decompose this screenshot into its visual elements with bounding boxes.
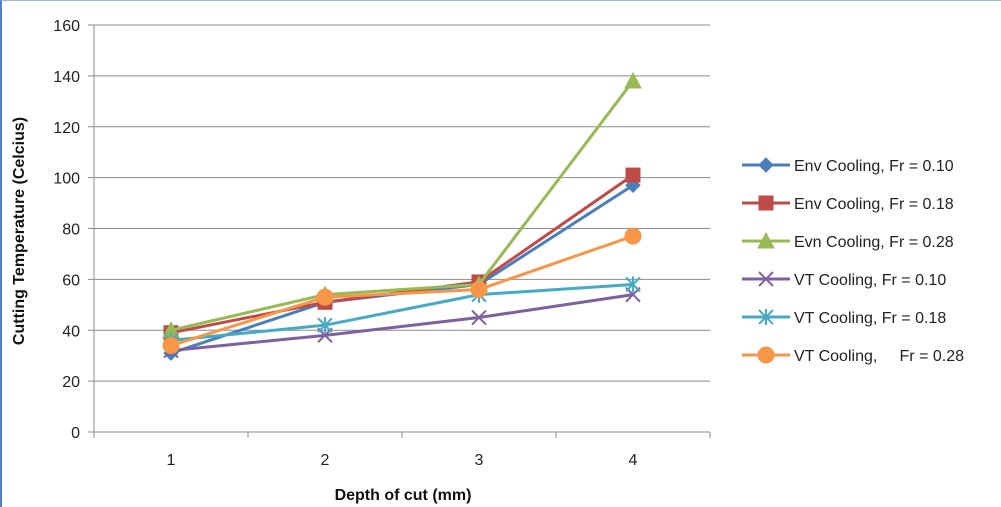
- x-axis-tick-labels: 1 2 3 4: [167, 452, 638, 469]
- legend-entry-2: Env Cooling, Fr = 0.18: [742, 195, 954, 213]
- data-point: [624, 227, 642, 245]
- y-axis-title: Cutting Temperature (Celcius): [11, 117, 28, 345]
- x-axis-title: Depth of cut (mm): [335, 487, 472, 504]
- axes: [88, 24, 711, 438]
- x-tick-label: 3: [475, 452, 484, 469]
- y-tick-label: 160: [53, 18, 80, 35]
- data-point: [625, 276, 641, 293]
- series-line: [170, 80, 635, 332]
- y-tick-label: 140: [53, 69, 80, 86]
- legend-entry-3: Evn Cooling, Fr = 0.28: [742, 231, 954, 251]
- data-point: [470, 281, 488, 299]
- data-point: [162, 337, 180, 355]
- legend-marker: [758, 157, 774, 173]
- x-tick-label: 2: [321, 452, 330, 469]
- series-4: [163, 286, 641, 359]
- series-lines: [162, 71, 642, 361]
- series-6: [162, 227, 642, 355]
- series-5: [163, 276, 641, 349]
- gridlines: [94, 24, 710, 382]
- data-point: [316, 288, 334, 306]
- legend-label: Env Cooling, Fr = 0.18: [794, 196, 954, 213]
- data-point: [624, 71, 642, 89]
- series-line: [170, 293, 634, 353]
- legend-entry-6: VT Cooling, Fr = 0.28: [742, 346, 964, 365]
- series-3: [162, 71, 642, 338]
- legend-marker: [758, 309, 774, 325]
- y-tick-label: 20: [62, 374, 80, 391]
- legend-marker: [757, 346, 775, 364]
- legend-marker: [758, 271, 774, 287]
- legend-marker: [757, 231, 775, 249]
- data-point: [625, 167, 641, 183]
- y-axis-tick-labels: 0 20 40 60 80 100 120 140 160: [53, 18, 80, 442]
- legend-entry-4: VT Cooling, Fr = 0.10: [742, 271, 946, 289]
- y-tick-label: 40: [62, 323, 80, 340]
- legend-entry-5: VT Cooling, Fr = 0.18: [742, 309, 946, 327]
- y-tick-label: 100: [53, 171, 80, 188]
- x-tick-label: 4: [629, 452, 638, 469]
- y-tick-label: 0: [71, 425, 80, 442]
- legend-entry-1: Env Cooling, Fr = 0.10: [742, 157, 954, 175]
- series-line: [170, 282, 634, 342]
- legend-label: VT Cooling, Fr = 0.18: [794, 310, 946, 327]
- legend-label: Evn Cooling, Fr = 0.28: [794, 234, 954, 251]
- series-line: [170, 234, 634, 347]
- y-tick-label: 60: [62, 272, 80, 289]
- legend-label: Env Cooling, Fr = 0.10: [794, 158, 954, 175]
- legend-label: VT Cooling, Fr = 0.28: [794, 348, 964, 365]
- x-tick-label: 1: [167, 452, 176, 469]
- legend-marker: [758, 195, 774, 211]
- data-point: [317, 317, 333, 334]
- y-tick-label: 120: [53, 120, 80, 137]
- legend: Env Cooling, Fr = 0.10 Env Cooling, Fr = …: [742, 157, 964, 365]
- legend-label: VT Cooling, Fr = 0.10: [794, 272, 946, 289]
- y-tick-label: 80: [62, 222, 80, 239]
- series-line: [170, 183, 634, 355]
- data-point: [471, 309, 487, 326]
